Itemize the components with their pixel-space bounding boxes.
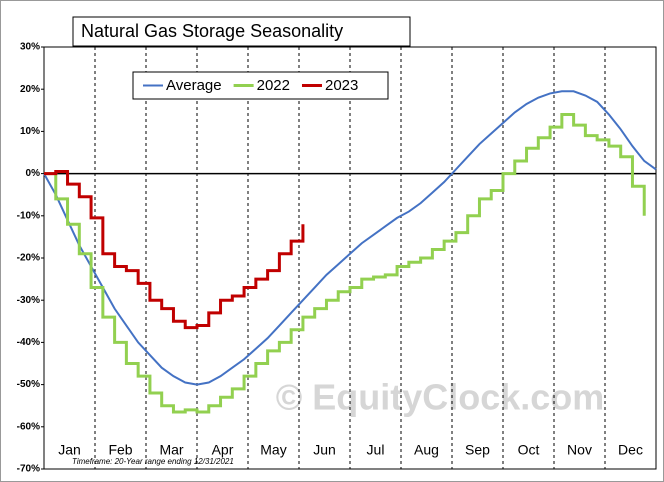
x-tick-label: Jul xyxy=(367,442,385,458)
legend-label: 2022 xyxy=(257,77,290,94)
plot-area xyxy=(43,46,657,470)
x-tick-label: Mar xyxy=(159,442,183,458)
y-tick-label: 20% xyxy=(20,84,40,95)
y-tick-label: 10% xyxy=(20,126,40,137)
x-tick-label: Oct xyxy=(518,442,540,458)
watermark: © EquityClock.com xyxy=(276,377,605,418)
x-tick-label: Jun xyxy=(313,442,336,458)
x-tick-label: Nov xyxy=(567,442,592,458)
chart-title: Natural Gas Storage Seasonality xyxy=(81,21,343,41)
y-tick-label: -50% xyxy=(17,379,40,390)
legend-label: 2023 xyxy=(325,77,358,94)
y-tick-label: -30% xyxy=(17,295,40,306)
x-tick-label: Sep xyxy=(465,442,490,458)
x-tick-label: Apr xyxy=(212,442,234,458)
x-tick-label: Aug xyxy=(414,442,439,458)
y-tick-label: -70% xyxy=(17,464,40,475)
series-line xyxy=(43,90,657,386)
x-tick-label: May xyxy=(260,442,286,458)
y-tick-label: -40% xyxy=(17,337,40,348)
footnote: Timeframe: 20-Year range ending 12/31/20… xyxy=(72,457,234,466)
title-box xyxy=(72,16,411,47)
x-tick-label: Feb xyxy=(108,442,132,458)
y-tick-label: 0% xyxy=(26,168,41,179)
x-tick-label: Jan xyxy=(58,442,81,458)
series-line xyxy=(44,113,646,414)
x-tick-label: Dec xyxy=(618,442,643,458)
series-line xyxy=(44,169,305,330)
y-tick-label: -10% xyxy=(17,210,40,221)
y-tick-label: -60% xyxy=(17,421,40,432)
legend-label: Average xyxy=(166,77,222,94)
y-tick-label: 30% xyxy=(20,42,40,53)
legend-box xyxy=(132,71,389,100)
y-tick-label: -20% xyxy=(17,253,40,264)
